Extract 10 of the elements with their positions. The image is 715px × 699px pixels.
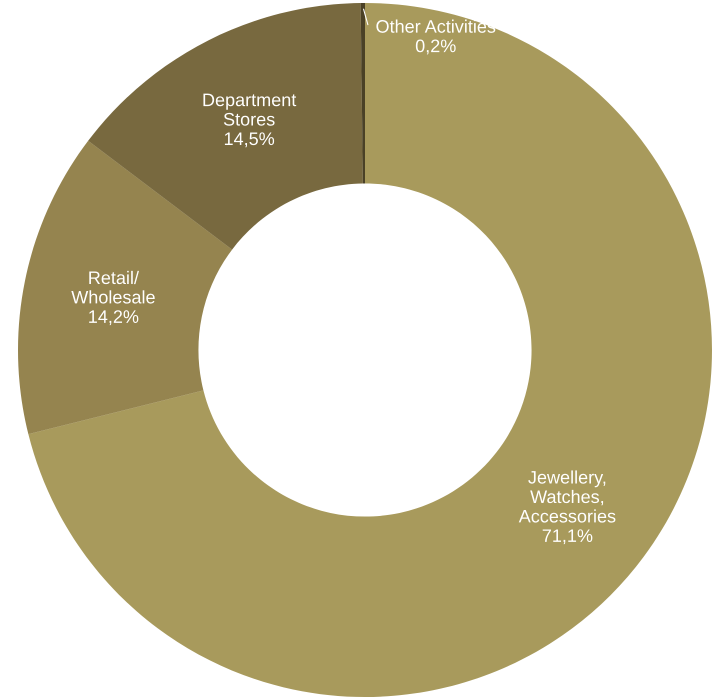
slice-label: Department Stores <box>203 94 296 126</box>
donut-slice <box>88 3 363 250</box>
data-label: 14,5% <box>224 132 274 148</box>
data-label: 14,2% <box>89 310 138 326</box>
donut-slice <box>360 3 365 184</box>
slice-label: Jewellery, Watches, Accessories <box>518 470 616 523</box>
slice-label: Retail/ Wholesale <box>71 270 155 304</box>
data-label: 0,2% <box>416 39 456 54</box>
donut-slice <box>28 3 712 697</box>
data-label: 71,1% <box>542 529 592 544</box>
